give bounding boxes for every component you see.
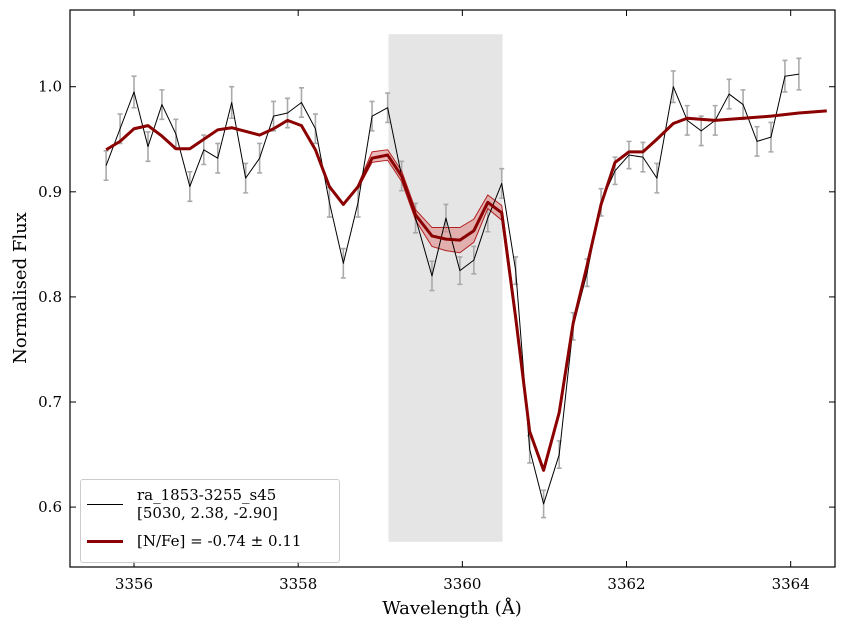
x-tick-label: 3360 bbox=[443, 575, 481, 593]
x-tick-label: 3358 bbox=[279, 575, 317, 593]
y-tick-label: 1.0 bbox=[38, 78, 62, 96]
y-tick-label: 0.8 bbox=[38, 288, 62, 306]
legend-swatch bbox=[87, 503, 123, 505]
legend-label: [N/Fe] = -0.74 ± 0.11 bbox=[137, 532, 302, 550]
observed-line bbox=[105, 73, 799, 505]
plot-frame bbox=[69, 9, 836, 568]
legend-label: ra_1853-3255_s45 [5030, 2.38, -2.90] bbox=[137, 486, 278, 522]
y-tick-label: 0.6 bbox=[38, 498, 62, 516]
y-tick-label: 0.9 bbox=[38, 183, 62, 201]
legend: ra_1853-3255_s45 [5030, 2.38, -2.90] [N/… bbox=[80, 479, 340, 563]
x-tick-label: 3356 bbox=[115, 575, 153, 593]
x-axis-label: Wavelength (Å) bbox=[382, 597, 522, 619]
y-axis-label: Normalised Flux bbox=[10, 212, 31, 364]
legend-entry: [N/Fe] = -0.74 ± 0.11 bbox=[81, 532, 301, 550]
legend-entry: ra_1853-3255_s45 [5030, 2.38, -2.90] bbox=[81, 486, 278, 522]
legend-swatch bbox=[87, 539, 123, 543]
x-tick-label: 3362 bbox=[607, 575, 645, 593]
x-tick-label: 3364 bbox=[772, 575, 810, 593]
highlight-region bbox=[388, 34, 503, 542]
y-tick-label: 0.7 bbox=[38, 393, 62, 411]
model-line bbox=[105, 109, 827, 472]
